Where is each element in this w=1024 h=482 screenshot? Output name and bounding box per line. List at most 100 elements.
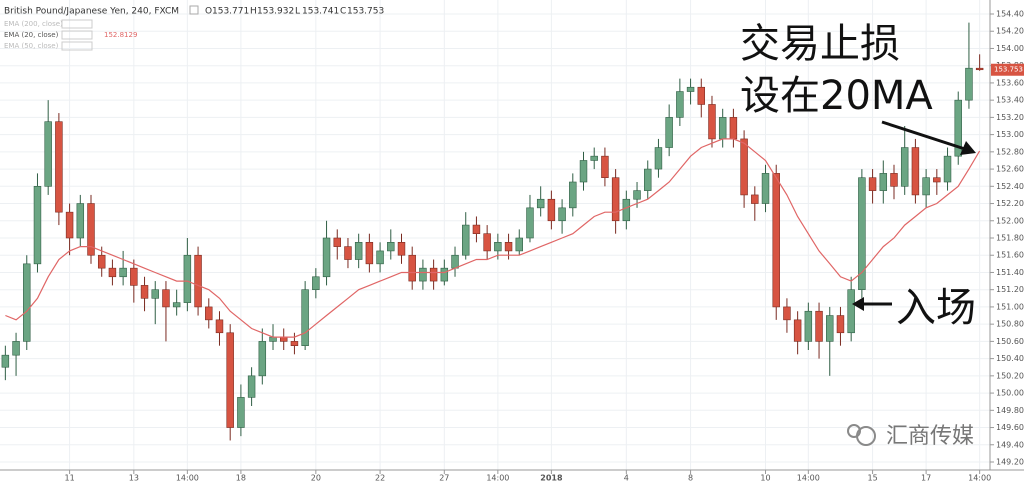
grid (0, 0, 990, 470)
chart-title: British Pound/Japanese Yen, 240, FXCM (4, 7, 179, 17)
legend-button[interactable] (61, 30, 93, 40)
candle-body (943, 155, 952, 183)
legend-button[interactable] (61, 41, 93, 51)
candle-body (868, 177, 877, 191)
candle-body (237, 397, 245, 428)
y-tick-label: 152.400 (996, 182, 1024, 191)
ohlc-value: 153.932 (257, 7, 294, 17)
candle-body (226, 332, 234, 428)
candle-body (922, 177, 930, 196)
candle-body (33, 186, 42, 265)
candle-body (494, 242, 502, 252)
candle-body (761, 173, 770, 204)
price-label-box (991, 63, 1024, 76)
legend-button[interactable] (61, 19, 93, 29)
arrow (881, 120, 969, 152)
arrow-head (852, 297, 864, 311)
y-tick-label: 150.000 (996, 389, 1024, 398)
candle-body (729, 117, 738, 140)
candle-body (354, 242, 363, 260)
x-tick-label: 4 (624, 474, 629, 482)
candle-body (793, 319, 802, 342)
y-tick-label: 153.600 (996, 78, 1024, 87)
candle-body (76, 203, 85, 239)
ohlc-key: C (340, 7, 346, 17)
annotation: 交易止损 (740, 21, 900, 67)
candle-body (472, 224, 481, 234)
x-tick-label: 20 (311, 474, 321, 482)
candle-body (504, 242, 513, 252)
ohlc-value: 153.771 (212, 7, 249, 17)
candle-body (633, 190, 641, 200)
legend: EMA (200, close) EMA (20, close) 152.8129 E… (4, 19, 137, 51)
candle-body (515, 237, 523, 252)
candle-body (462, 224, 470, 256)
candle-body (258, 341, 267, 377)
y-tick-label: 151.200 (996, 285, 1024, 294)
candle-body (826, 315, 834, 342)
candle-body (783, 306, 791, 321)
x-tick-label: 10 (760, 474, 770, 482)
icon[interactable] (189, 5, 199, 15)
arrow-head (960, 141, 976, 155)
y-tick-label: 152.000 (996, 216, 1024, 225)
candle-body (804, 310, 813, 342)
candle-body (247, 375, 256, 398)
y-tick-label: 152.800 (996, 147, 1024, 156)
y-tick-label: 151.600 (996, 251, 1024, 260)
candle-body (751, 194, 759, 204)
candle-body (879, 173, 888, 191)
ohlc-key: L (295, 7, 300, 17)
y-tick-label: 153.200 (996, 113, 1024, 122)
candle-body (397, 242, 406, 256)
ohlc-key: H (250, 7, 257, 17)
ohlc-value: 153.753 (347, 7, 384, 17)
candle-body (408, 254, 416, 282)
y-tick-label: 154.000 (996, 44, 1024, 53)
candle-body (87, 203, 95, 256)
candle-body (622, 198, 631, 222)
legend-label: EMA (20, close) (4, 31, 59, 39)
candle-body (322, 237, 331, 278)
legend-label: EMA (200, close) (4, 20, 63, 28)
candle-body (376, 250, 384, 265)
x-tick-label: 14:00 (968, 474, 991, 482)
candle-body (151, 289, 159, 299)
candle-body (183, 254, 192, 303)
candle-body (140, 285, 149, 299)
candle-body (269, 336, 277, 342)
y-tick-label: 151.400 (996, 268, 1024, 277)
candle-body (890, 173, 898, 187)
candle-body (312, 276, 320, 290)
candle-body (429, 267, 438, 282)
y-tick-label: 150.800 (996, 320, 1024, 329)
y-tick-label: 151.000 (996, 302, 1024, 311)
y-tick-label: 150.400 (996, 354, 1024, 363)
candle-body (419, 267, 427, 282)
candle-body (697, 86, 706, 105)
x-tick-label: 8 (688, 474, 693, 482)
candle-body (954, 99, 962, 157)
y-tick-label: 150.600 (996, 337, 1024, 346)
candle-body (858, 177, 866, 290)
candle-body (772, 173, 780, 308)
candle-body (172, 302, 181, 308)
candle-body (611, 177, 620, 222)
candle-body (579, 160, 588, 183)
y-tick-label: 153.000 (996, 130, 1024, 139)
candle-body (900, 147, 909, 187)
y-tick-label: 152.600 (996, 165, 1024, 174)
candle-body (601, 155, 609, 178)
candle-body (194, 254, 202, 308)
candle-body (301, 289, 309, 346)
annotation: 入场 (896, 285, 976, 331)
candle-body (718, 117, 727, 140)
candle-body (44, 121, 52, 187)
ema-line (5, 138, 981, 338)
x-tick-label: 14:00 (176, 474, 199, 482)
candle-body (451, 254, 459, 269)
candle-body (23, 263, 31, 342)
y-tick-label: 154.400 (996, 10, 1024, 19)
candle-body (590, 155, 598, 161)
